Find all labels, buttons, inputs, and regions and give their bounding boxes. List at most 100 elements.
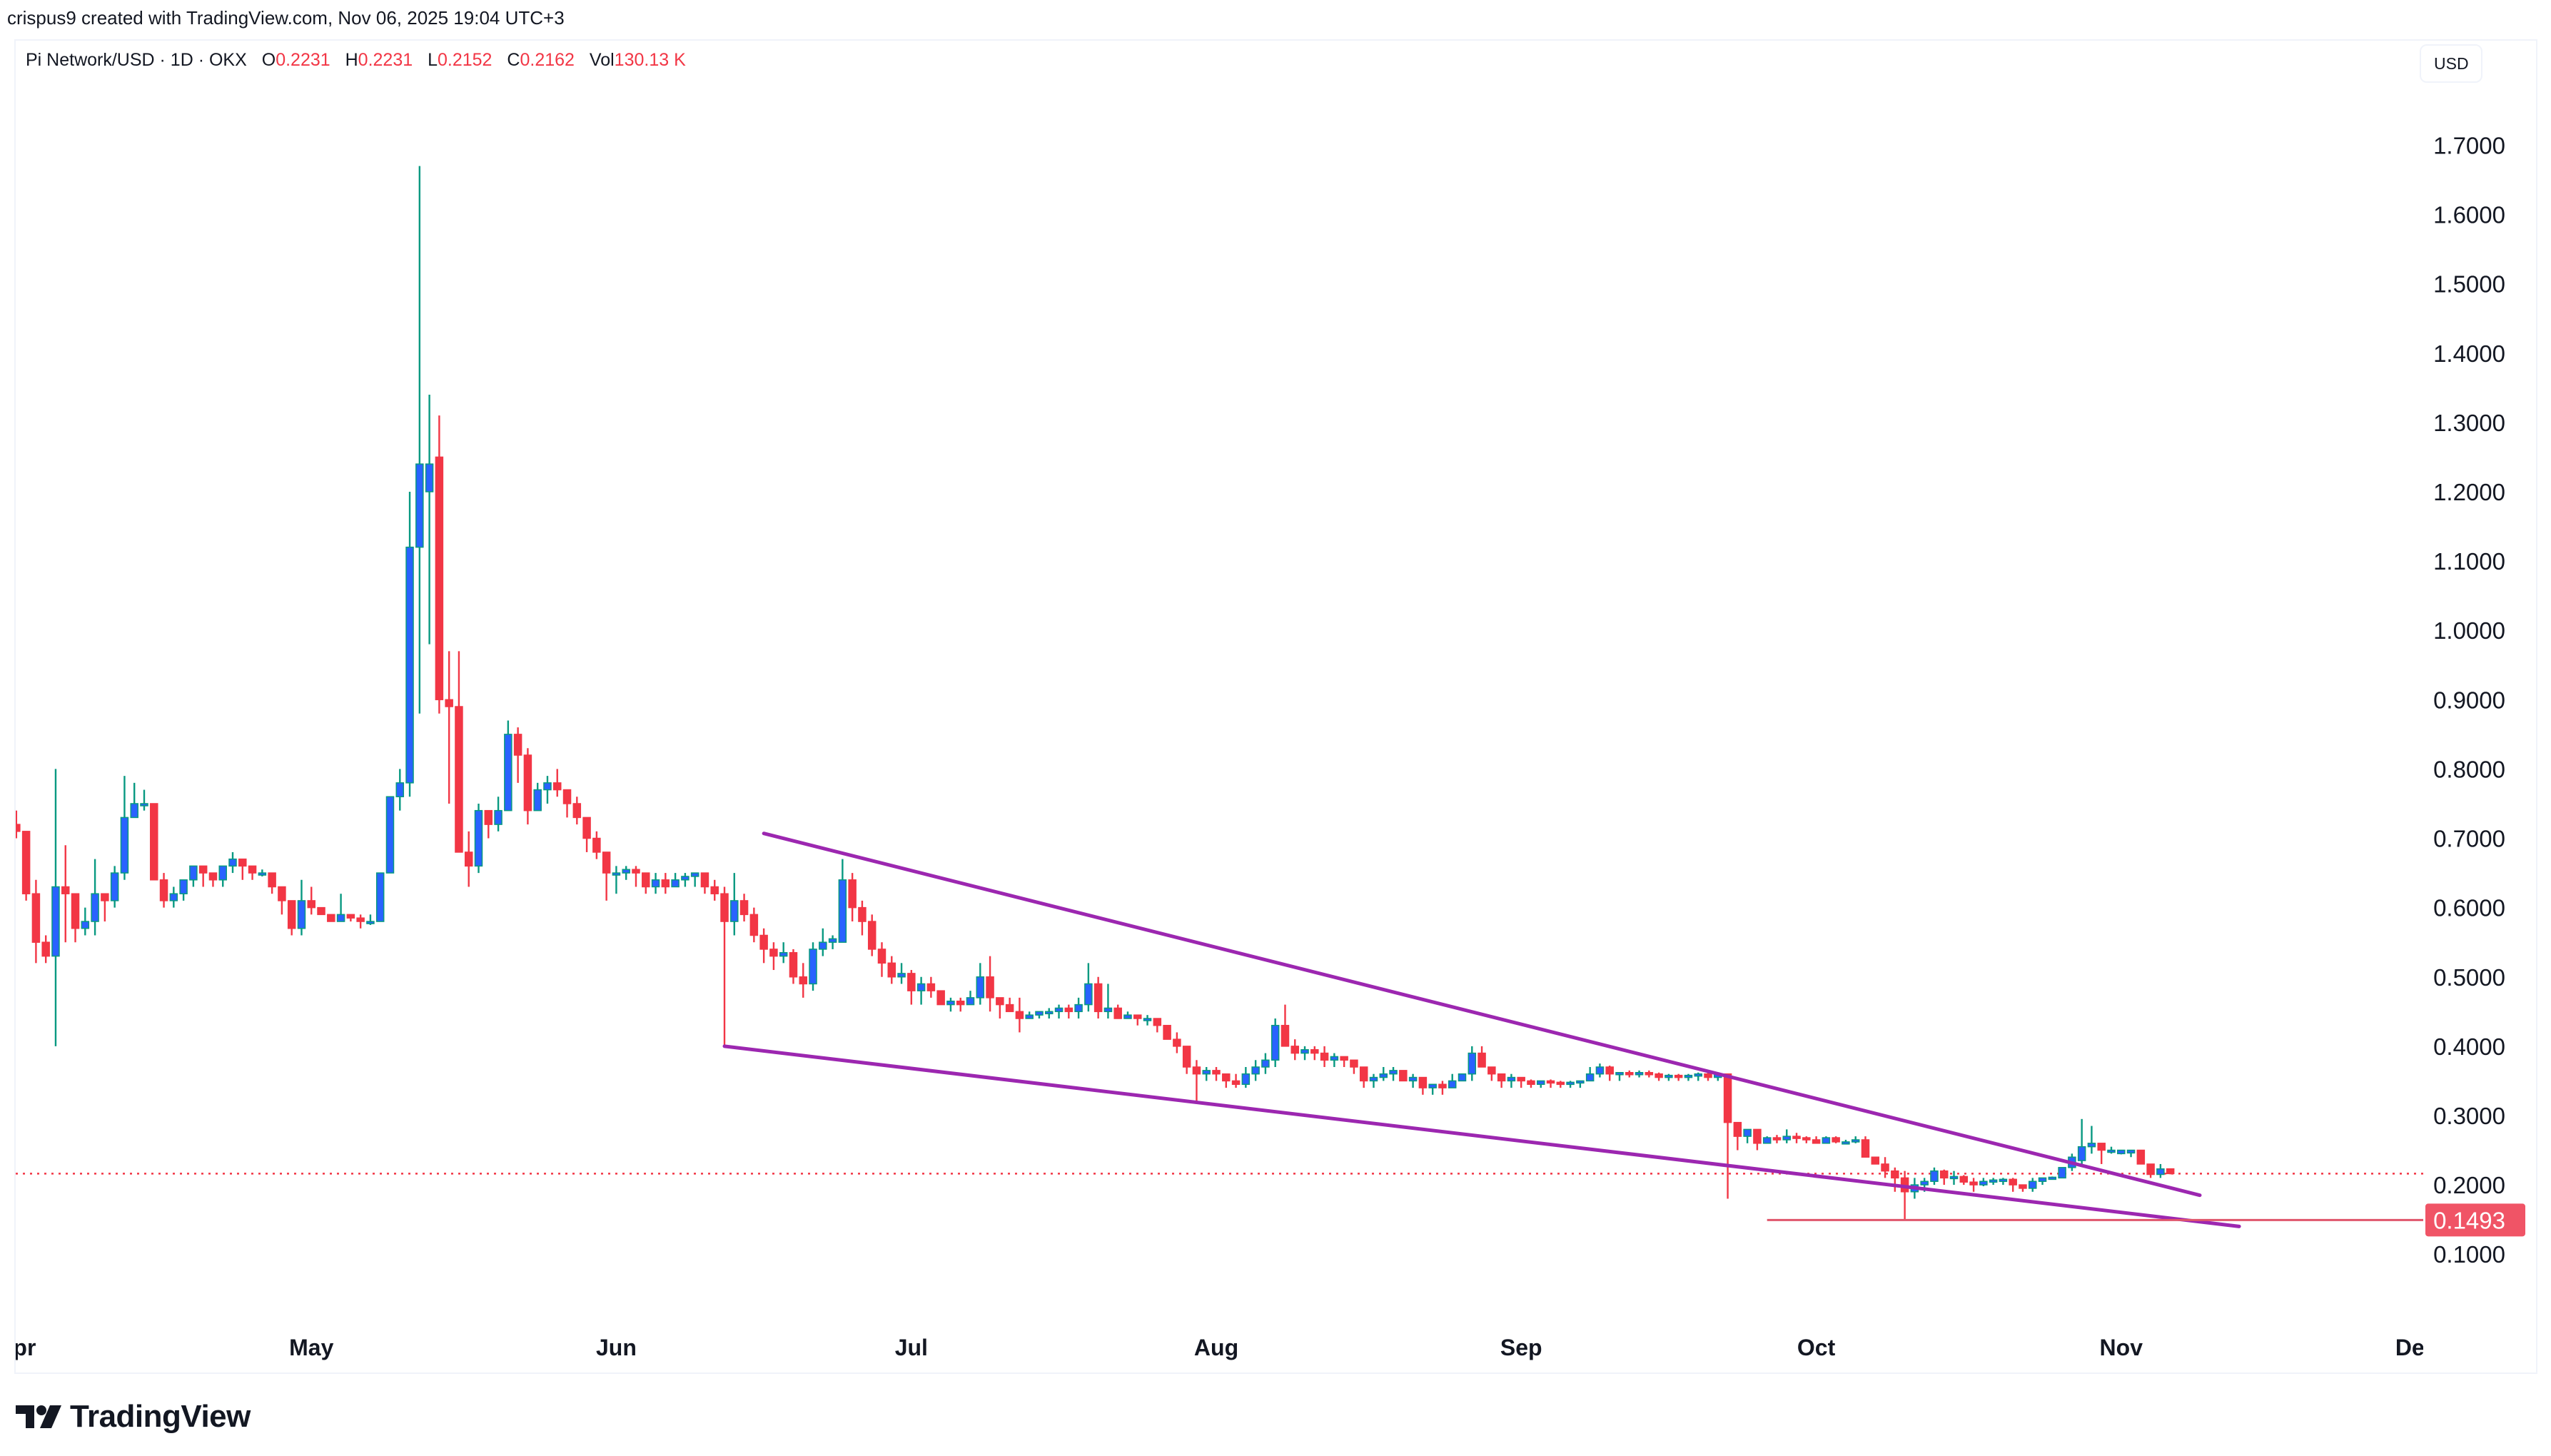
candle-body <box>189 865 198 881</box>
candle <box>1792 1133 1801 1143</box>
candle <box>1655 1072 1663 1081</box>
candle <box>287 900 296 936</box>
candle <box>1704 1072 1712 1081</box>
candle-body <box>1999 1178 2008 1183</box>
candle-body <box>602 851 611 874</box>
candle <box>425 395 434 644</box>
candle <box>779 942 788 964</box>
candle <box>1743 1128 1752 1143</box>
candle-body <box>582 817 591 839</box>
candle-body <box>130 803 138 819</box>
candle-body <box>749 914 759 936</box>
candle-body <box>1920 1181 1929 1185</box>
candle-body <box>248 865 257 874</box>
candle <box>2166 1168 2175 1175</box>
candle-body <box>1891 1170 1899 1179</box>
symbol-name[interactable]: Pi Network/USD · 1D · OKX <box>26 50 247 70</box>
candle <box>2058 1167 2066 1179</box>
candle <box>1418 1076 1428 1095</box>
candle <box>651 873 660 894</box>
candle-body <box>828 938 837 943</box>
volume-value: 130.13 K <box>614 50 686 70</box>
price-tick-label: 1.6000 <box>2433 202 2505 228</box>
candle-body <box>1084 983 1093 1006</box>
candle <box>16 810 21 839</box>
candle-body <box>1290 1046 1299 1054</box>
candle <box>1527 1079 1535 1088</box>
candle <box>1093 976 1103 1019</box>
candle-body <box>1015 1011 1024 1019</box>
candle <box>642 872 650 894</box>
candle <box>307 886 315 915</box>
candle <box>986 956 994 1012</box>
candle-body <box>1930 1170 1939 1182</box>
candle-body <box>504 734 512 812</box>
candle-body <box>268 872 276 888</box>
candle <box>1497 1073 1506 1088</box>
candle <box>1842 1139 1850 1145</box>
candle <box>1772 1135 1782 1143</box>
candle-body <box>2087 1143 2096 1148</box>
candle <box>1015 997 1024 1033</box>
candle-body <box>91 893 99 922</box>
candle <box>1320 1046 1329 1067</box>
candle-body <box>887 962 896 978</box>
plot-area[interactable] <box>13 166 2423 1228</box>
candle <box>671 873 680 888</box>
candle <box>1035 1011 1044 1019</box>
candle-body <box>622 869 630 874</box>
candle <box>1054 1004 1064 1019</box>
candle-body <box>1458 1073 1467 1082</box>
tradingview-logo[interactable]: TradingView <box>16 1399 251 1435</box>
candle-body <box>1241 1073 1251 1086</box>
candle-body <box>41 941 50 957</box>
time-tick-label: May <box>289 1335 333 1360</box>
candle <box>1123 1011 1132 1019</box>
candle <box>1969 1178 1978 1192</box>
price-axis[interactable]: 0.1000 0.2000 0.3000 0.4000 0.5000 0.6000 0.70… <box>2425 132 2525 1268</box>
candle-body <box>1025 1014 1034 1019</box>
candle-body <box>1576 1080 1585 1084</box>
candle-body <box>1615 1072 1624 1076</box>
currency-button[interactable]: USD <box>2420 44 2482 83</box>
candle <box>2048 1176 2057 1181</box>
candle-body <box>1881 1163 1889 1172</box>
candle <box>464 831 473 887</box>
time-tick-label: Oct <box>1797 1335 1836 1360</box>
candle-body <box>956 1000 965 1006</box>
candle-body <box>690 872 699 877</box>
candle <box>926 976 936 998</box>
candle-body <box>642 872 650 888</box>
candle <box>1999 1178 2008 1185</box>
candle <box>819 928 827 956</box>
price-tick-label: 0.2000 <box>2433 1172 2505 1198</box>
candle-body <box>592 837 601 853</box>
candle-body <box>110 872 119 901</box>
chart-frame <box>14 39 2537 1374</box>
candle-body <box>2029 1181 2037 1189</box>
candle-body <box>671 879 680 888</box>
candle <box>2097 1143 2106 1164</box>
candle <box>474 803 483 874</box>
candle-body <box>1694 1073 1702 1077</box>
candle <box>1861 1136 1870 1158</box>
candle-body <box>1064 1007 1074 1013</box>
candle <box>1163 1024 1171 1040</box>
candle <box>504 720 512 812</box>
candle <box>1350 1059 1358 1074</box>
candle <box>484 809 493 839</box>
candle <box>1271 1018 1280 1067</box>
candle <box>1005 997 1014 1013</box>
time-axis[interactable]: Apr May Jun Jul Aug Sep Oct Nov Dec <box>0 1335 2438 1360</box>
candle-body <box>1753 1128 1762 1144</box>
candle <box>700 872 709 894</box>
candle-body <box>946 1000 955 1006</box>
candle <box>1458 1073 1467 1082</box>
candle-body <box>730 900 739 922</box>
price-tick-label: 0.8000 <box>2433 756 2505 782</box>
candle <box>1074 997 1083 1019</box>
candle-body <box>385 796 395 874</box>
candle <box>1645 1070 1654 1078</box>
candle <box>976 963 985 1005</box>
